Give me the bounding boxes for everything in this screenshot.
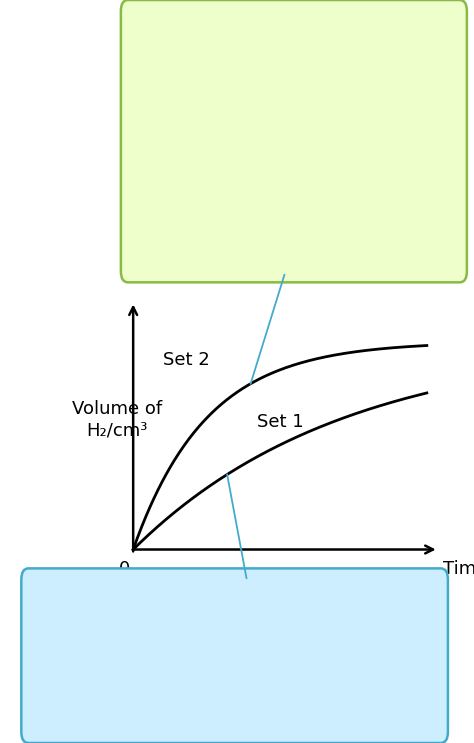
Text: Set 1: Set 1 — [256, 412, 303, 431]
Text: Set 2: Set 2 — [163, 351, 210, 369]
Text: 0: 0 — [119, 560, 130, 578]
Text: Time: Time — [443, 560, 474, 578]
Text: Set 2: Gradient of the graph is
higher, hence the rate of
reaction is higher.

W: Set 2: Gradient of the graph is higher, … — [147, 25, 412, 171]
Text: Volume of
H₂/cm³: Volume of H₂/cm³ — [72, 400, 162, 439]
Text: The amount of product
produced is the same. Catalyst
does not affect the amount : The amount of product produced is the sa… — [47, 588, 319, 684]
